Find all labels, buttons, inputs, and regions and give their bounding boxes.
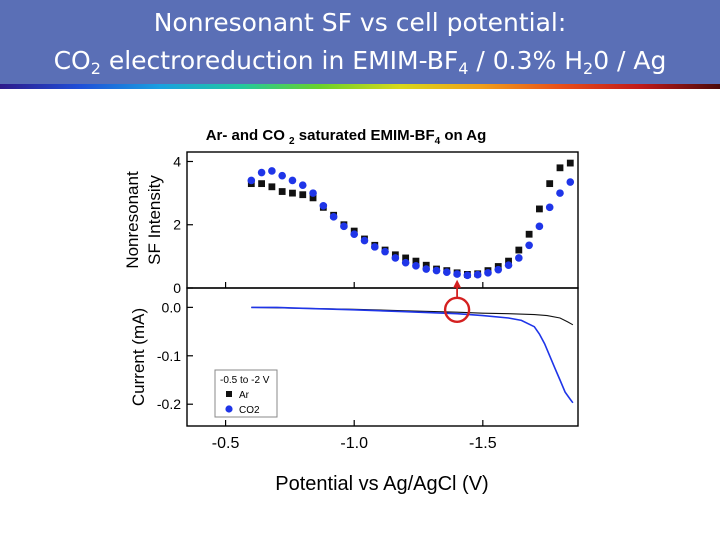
sf-co2-point <box>401 258 410 267</box>
current-ylabel: Current (mA) <box>129 308 148 406</box>
current-y-tick-label: 0.0 <box>162 299 182 315</box>
sf-ar-point <box>556 164 564 172</box>
sf-co2-point <box>247 176 256 185</box>
sf-ar-point <box>258 180 265 188</box>
annotation-circle <box>443 296 471 323</box>
sf-ar-point <box>289 189 296 197</box>
sf-co2-point <box>504 261 513 270</box>
x-tick-label: -1.0 <box>340 435 368 452</box>
current-co2-line <box>251 306 574 404</box>
sf-ar-point <box>402 254 410 262</box>
sf-co2-point <box>350 230 359 239</box>
slide-title-line-2: CO2 electroreduction in EMIM-BF4 / 0.3% … <box>0 46 720 78</box>
sf-ar-point <box>566 159 574 167</box>
sf-co2-point <box>360 236 369 245</box>
current-y-tick-label: -0.1 <box>157 348 181 364</box>
sf-co2-point <box>329 213 338 221</box>
sf-co2-point <box>370 243 379 251</box>
sf-co2-point <box>525 241 533 250</box>
x-tick-label: -1.5 <box>469 435 497 452</box>
sf-co2-point <box>535 222 544 231</box>
sf-co2-point <box>515 254 523 262</box>
title-subscript: 2 <box>90 59 101 78</box>
sf-co2-point <box>545 203 554 212</box>
chart-title-subscript: 2 <box>289 136 295 147</box>
spectrum-divider <box>0 84 720 89</box>
sf-y-tick-label: 4 <box>173 153 181 169</box>
chart-title-text: Ar- and CO <box>206 127 289 144</box>
sf-co2-point <box>453 270 461 278</box>
sf-co2-point <box>432 266 441 275</box>
sf-co2-point <box>422 265 431 273</box>
sf-co2-point <box>484 269 492 277</box>
sf-co2-point <box>298 181 307 190</box>
sf-co2-point <box>566 178 575 186</box>
title-text: CO <box>53 46 91 75</box>
sf-co2-point <box>381 247 389 256</box>
legend-co2-marker <box>225 405 233 413</box>
sf-ar-point <box>309 194 317 202</box>
sf-co2-point <box>443 268 451 276</box>
x-axis: -0.5 -1.0 -1.5 <box>212 282 497 452</box>
sf-ylabel-line-2: SF Intensity <box>145 175 164 265</box>
title-text: 0 / Ag <box>593 46 667 75</box>
sf-current-chart: Ar- and CO 2 saturated EMIM-BF4 on Ag 02… <box>123 127 579 495</box>
legend-ar-marker <box>226 391 232 397</box>
sf-co2-point <box>278 171 286 180</box>
sf-co2-point <box>319 201 328 210</box>
sf-panel-marks: 0 2 4 <box>173 153 575 296</box>
sf-ar-point <box>515 246 523 254</box>
sf-co2-point <box>257 168 266 177</box>
sf-co2-point <box>494 265 503 274</box>
title-text: / 0.3% H <box>468 46 584 75</box>
sf-ar-point <box>278 188 286 195</box>
sf-co2-point <box>473 270 482 279</box>
sf-co2-point <box>556 189 564 197</box>
sf-co2-point <box>288 176 297 185</box>
legend-co2-label: CO2 <box>239 405 260 416</box>
sf-ar-point <box>299 191 307 199</box>
annotation-arrow-head <box>453 279 462 288</box>
chart-title: Ar- and CO 2 saturated EMIM-BF4 on Ag <box>206 127 487 147</box>
current-panel-marks: 0.0 -0.1 -0.2 <box>157 299 574 412</box>
sf-co2-point <box>340 222 348 231</box>
sf-y-tick-label: 0 <box>173 280 181 296</box>
x-axis-label: Potential vs Ag/AgCl (V) <box>275 473 488 495</box>
sf-ar-point <box>536 205 543 213</box>
sf-panel-frame <box>186 151 579 289</box>
current-panel-frame <box>186 287 579 427</box>
chart-title-text: saturated EMIM-BF <box>295 127 435 144</box>
sf-ar-point <box>412 257 420 265</box>
sf-ar-point <box>546 180 554 188</box>
sf-ar-point <box>505 257 512 265</box>
annotation-marker <box>443 279 471 323</box>
slide-title-bar: Nonresonant SF vs cell potential: CO2 el… <box>0 0 720 84</box>
legend-ar-label: Ar <box>239 390 250 401</box>
sf-co2-point <box>268 167 276 175</box>
sf-y-tick-label: 2 <box>173 217 181 233</box>
legend-title: -0.5 to -2 V <box>220 375 270 386</box>
sf-ylabel-line-1: Nonresonant <box>123 171 142 269</box>
sf-co2-point <box>463 271 472 280</box>
title-text: electroreduction in EMIM-BF <box>100 46 459 75</box>
x-tick-label: -0.5 <box>212 435 240 452</box>
title-subscript: 4 <box>458 59 469 78</box>
legend-box <box>214 369 278 418</box>
sf-co2-point <box>412 262 420 270</box>
sf-co2-point <box>309 189 317 197</box>
sf-ar-point <box>268 183 276 191</box>
title-subscript: 2 <box>583 59 594 78</box>
chart-title-text: on Ag <box>440 127 486 144</box>
slide-title-line-1: Nonresonant SF vs cell potential: <box>153 8 567 37</box>
current-y-tick-label: -0.2 <box>157 396 181 412</box>
sf-ar-point <box>525 230 533 238</box>
sf-co2-point <box>391 254 400 262</box>
chart-title-subscript: 4 <box>435 136 441 147</box>
legend: -0.5 to -2 V Ar CO2 <box>214 369 278 418</box>
